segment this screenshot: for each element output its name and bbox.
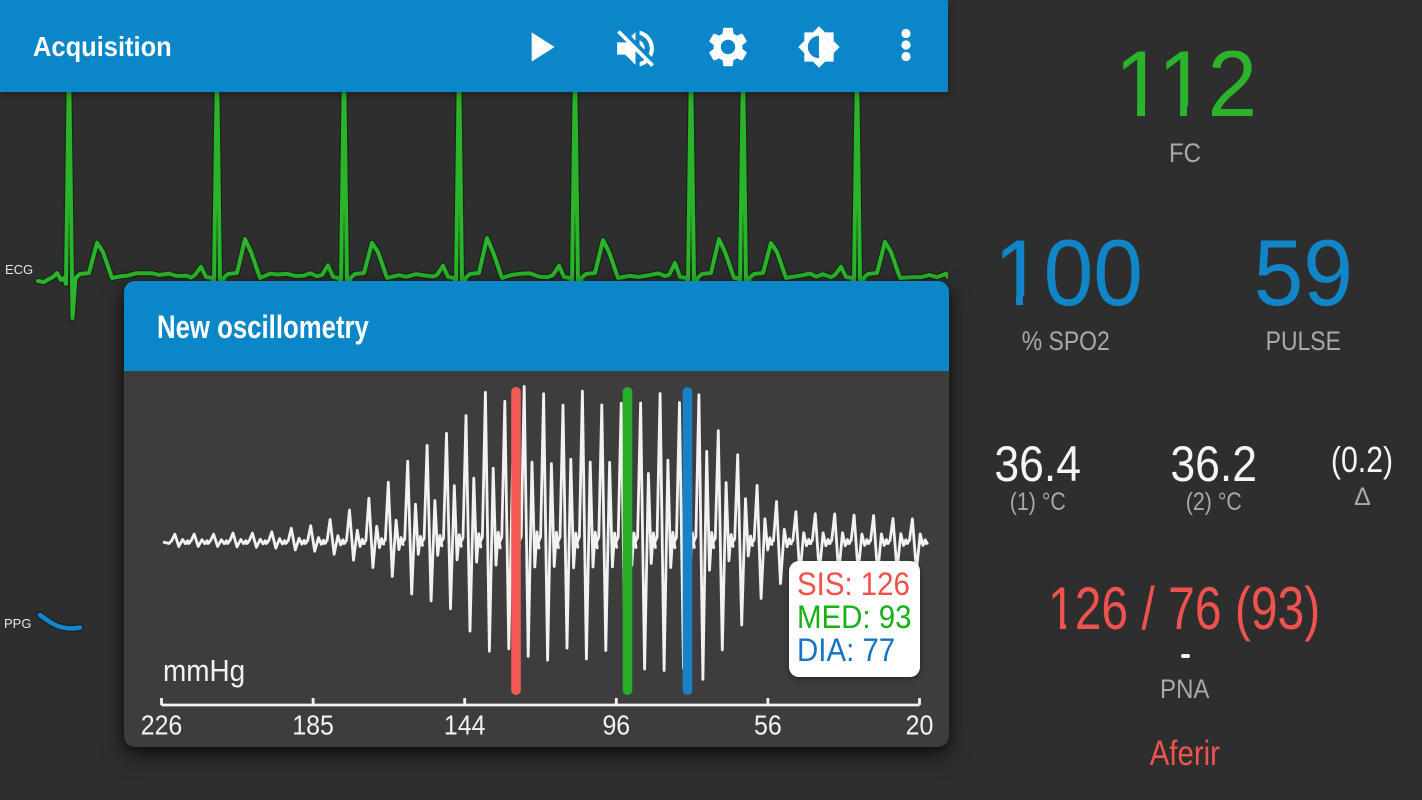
svg-text:144: 144 — [444, 709, 486, 741]
svg-text:226: 226 — [141, 709, 183, 741]
svg-text:PPG: PPG — [4, 616, 31, 631]
svg-text:ECG: ECG — [5, 262, 33, 277]
svg-text:mmHg: mmHg — [163, 654, 245, 689]
svg-text:96: 96 — [602, 709, 630, 741]
svg-text:56: 56 — [754, 709, 782, 741]
svg-text:185: 185 — [292, 709, 334, 741]
svg-text:20: 20 — [906, 709, 934, 741]
